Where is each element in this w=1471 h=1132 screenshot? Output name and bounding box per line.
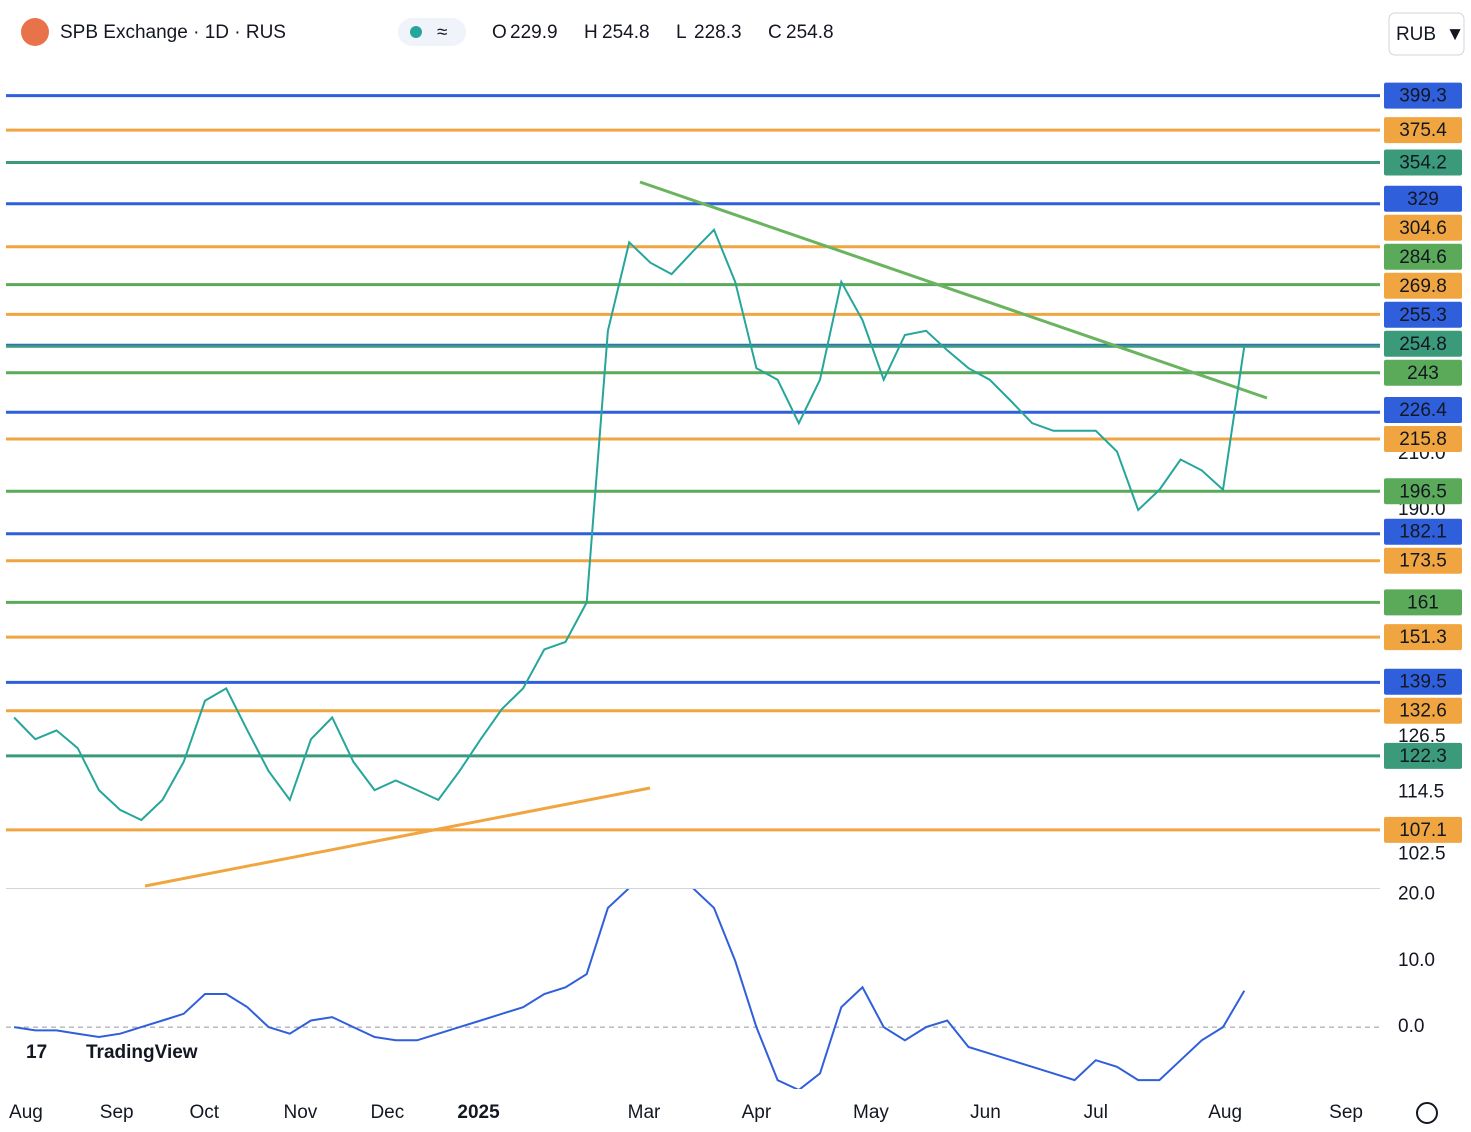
level-label: 107.1 (1399, 820, 1447, 841)
level-label: 284.6 (1399, 247, 1447, 268)
dropdown-arrow: ▼ (1446, 24, 1465, 45)
level-label: 226.4 (1399, 400, 1447, 421)
level-label: 399.3 (1399, 86, 1447, 107)
level-label: 196.5 (1399, 481, 1447, 502)
ohlc-value: 228.3 (694, 22, 742, 43)
x-tick-label: Dec (370, 1102, 404, 1123)
level-label-box (1384, 117, 1462, 144)
level-label-box (1384, 396, 1462, 423)
level-label-box (1384, 624, 1462, 651)
y-tick-label: 102.5 (1398, 843, 1446, 864)
level-label: 151.3 (1399, 627, 1447, 648)
level-label: 329 (1407, 189, 1439, 210)
currency: RUB (1396, 24, 1436, 45)
indicator-toggle[interactable] (398, 18, 466, 46)
level-label: 269.8 (1399, 276, 1447, 297)
currency-button[interactable] (1388, 12, 1465, 56)
watermark-logo: 17 (26, 1042, 47, 1063)
oscillator-pane (6, 889, 1380, 1089)
level-label: 132.6 (1399, 701, 1447, 722)
level-label: 173.5 (1399, 551, 1447, 572)
series-line (13, 889, 1246, 1089)
x-tick-label: Apr (742, 1102, 772, 1123)
y-tick-label: 114.5 (1398, 782, 1444, 803)
level-label-box (1384, 816, 1462, 843)
level-label-box (1384, 330, 1462, 357)
price-pane (13, 180, 1268, 888)
level-label: 215.8 (1399, 429, 1447, 450)
ohlc-value: 229.9 (510, 22, 558, 43)
ohlc-value: 254.8 (786, 22, 834, 43)
level-label: 139.5 (1399, 672, 1447, 693)
level-label-box (1384, 185, 1462, 212)
level-lines (6, 94, 1380, 832)
ohlc-label: L (676, 22, 687, 43)
ohlc-label: O (492, 22, 507, 43)
level-label: 254.8 (1399, 334, 1447, 355)
level-label: 243 (1407, 363, 1439, 384)
y-tick-label: 10.0 (1398, 950, 1435, 971)
y-tick-label: 20.0 (1398, 884, 1435, 905)
level-label-box (1384, 243, 1462, 270)
y-tick-label: 0.0 (1398, 1016, 1424, 1037)
level-label: 304.6 (1399, 218, 1447, 239)
indicator-icon: ≈ (437, 22, 447, 43)
level-label-box (1384, 425, 1462, 452)
level-label: 161 (1407, 592, 1439, 613)
x-tick-label: Aug (9, 1102, 43, 1123)
x-tick-label: 2025 (457, 1102, 500, 1123)
x-tick-label: Sep (1329, 1102, 1363, 1123)
level-label-box (1384, 149, 1462, 176)
level-label-box (1384, 589, 1462, 616)
trend-line (639, 180, 1268, 400)
symbol: SPB Exchange · 1D · RUS (60, 22, 286, 43)
level-label-box (1384, 272, 1462, 299)
x-tick-label: Nov (283, 1102, 317, 1123)
ohlc-label: C (768, 22, 782, 43)
y-tick-label: 126.5 (1398, 726, 1446, 747)
x-tick-label: Oct (190, 1102, 220, 1123)
x-tick-label: Jul (1084, 1102, 1108, 1123)
x-tick-label: May (853, 1102, 889, 1123)
ohlc-value: 254.8 (602, 22, 650, 43)
x-tick-label: Jun (970, 1102, 1001, 1123)
level-label: 255.3 (1399, 305, 1447, 326)
level-label-box (1384, 697, 1462, 724)
axes: Aug Sep Oct Nov Dec 2025 Mar Apr May Jun Jul Aug Sep… (9, 82, 1462, 1123)
level-label-box (1384, 742, 1462, 769)
level-label: 182.1 (1399, 522, 1447, 543)
level-label: 375.4 (1399, 120, 1447, 141)
level-label-box (1384, 547, 1462, 574)
level-label: 122.3 (1399, 746, 1447, 767)
status-dot (410, 26, 422, 38)
ohlc: O 229.9 H 254.8 L 228.3 C 254.8 (492, 22, 834, 43)
level-label-box (1384, 359, 1462, 386)
ohlc-label: H (584, 22, 598, 43)
y-tick-label: 190.0 (1398, 499, 1446, 520)
x-tick-label: Mar (628, 1102, 661, 1123)
level-label-box (1384, 214, 1462, 241)
x-tick-label: Sep (100, 1102, 134, 1123)
watermark: TradingView (86, 1042, 198, 1063)
level-label: 354.2 (1399, 153, 1447, 174)
level-label-box (1384, 668, 1462, 695)
level-label-box (1384, 82, 1462, 109)
trend-line (144, 786, 651, 888)
level-label-box (1384, 301, 1462, 328)
symbol-logo (21, 18, 49, 46)
level-label-box (1384, 518, 1462, 545)
series-line (13, 228, 1246, 822)
settings-icon[interactable] (1416, 1102, 1438, 1124)
x-tick-label: Aug (1208, 1102, 1242, 1123)
level-label-box (1384, 478, 1462, 505)
